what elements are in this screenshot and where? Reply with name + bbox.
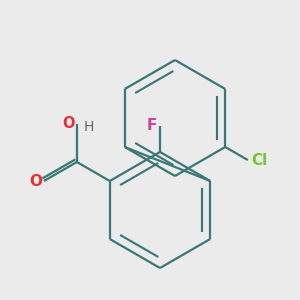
- Text: H: H: [84, 120, 94, 134]
- Text: F: F: [147, 118, 157, 134]
- Text: O: O: [29, 173, 42, 188]
- Text: Cl: Cl: [251, 152, 267, 167]
- Text: O: O: [62, 116, 75, 131]
